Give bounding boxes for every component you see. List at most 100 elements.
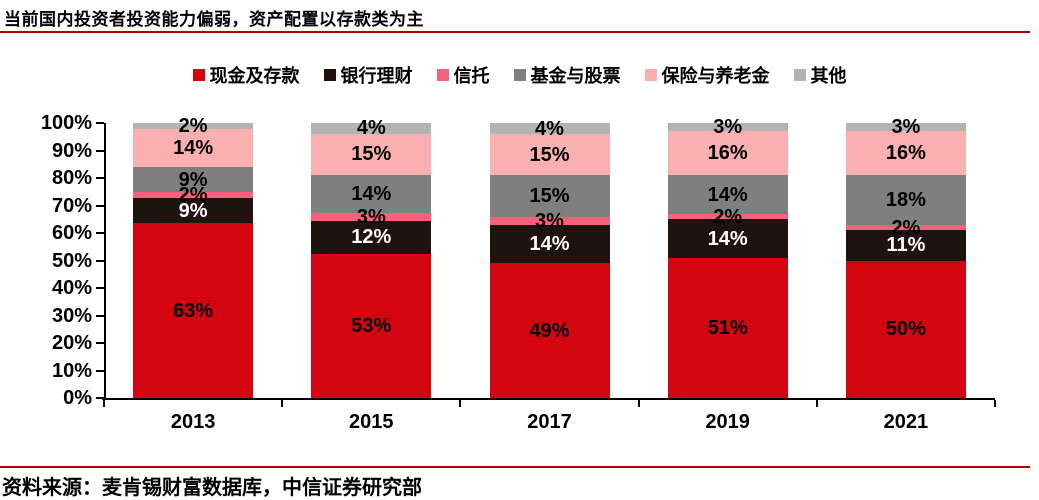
- legend-swatch-icon: [793, 69, 806, 81]
- bar-segment-label: 3%: [356, 205, 386, 228]
- bar-segment-label: 9%: [178, 168, 208, 191]
- title-divider: [0, 31, 1030, 33]
- bar-segment-label: 14%: [529, 233, 570, 255]
- bar-segment-label: 12%: [351, 226, 392, 249]
- bar-segment-label: 14%: [351, 182, 392, 205]
- bar-segment-现金及存款: [667, 257, 788, 398]
- legend-label: 银行理财: [340, 66, 413, 86]
- source-text: 资料来源：麦肯锡财富数据库，中信证券研究部: [2, 477, 422, 499]
- legend-label: 信托: [453, 66, 490, 86]
- bar-segment-现金及存款: [489, 263, 610, 398]
- bar-segment-基金与股票: [667, 175, 788, 214]
- bar-segment-label: 2%: [713, 205, 743, 228]
- y-axis-tick-label: 40%: [51, 277, 92, 299]
- x-axis-tick: [815, 400, 818, 407]
- bar-segment-保险与养老金: [133, 128, 254, 168]
- bar-segment-label: 9%: [178, 199, 208, 222]
- bar-segment-信托: [311, 212, 432, 221]
- bar-segment-保险与养老金: [489, 134, 610, 176]
- bar-segment-label: 3%: [891, 116, 921, 139]
- y-axis-tick: [96, 287, 104, 289]
- y-axis-tick: [96, 204, 104, 207]
- bar-segment-基金与股票: [133, 167, 254, 193]
- bar-segment-label: 53%: [351, 314, 392, 337]
- legend-label: 基金与股票: [530, 66, 621, 86]
- bar-segment-label: 15%: [529, 184, 570, 207]
- bar-segment-现金及存款: [133, 223, 254, 398]
- legend-item-3: 基金与股票: [513, 62, 621, 88]
- x-axis-tick: [637, 400, 640, 407]
- bar-segment-其他: [311, 123, 432, 134]
- bar-segment-label: 15%: [529, 143, 570, 166]
- bar-segment-label: 2%: [178, 184, 208, 207]
- x-category-label: 2013: [170, 411, 216, 433]
- legend-swatch-icon: [323, 69, 336, 81]
- x-axis-tick: [459, 400, 462, 407]
- y-axis-tick: [96, 397, 104, 399]
- legend-label: 保险与养老金: [661, 66, 770, 86]
- bar-segment-保险与养老金: [667, 131, 788, 176]
- legend-label: 其他: [810, 66, 847, 86]
- bar-segment-基金与股票: [489, 175, 610, 217]
- bar-segment-保险与养老金: [311, 133, 432, 175]
- bar-segment-信托: [133, 192, 254, 198]
- bar-segment-label: 15%: [351, 143, 392, 166]
- y-axis-tick-label: 100%: [40, 112, 92, 134]
- bar-segment-信托: [845, 224, 966, 231]
- legend-swatch-icon: [513, 69, 526, 81]
- bar-segment-其他: [845, 123, 966, 132]
- legend-item-4: 保险与养老金: [644, 62, 770, 88]
- bar-segment-label: 14%: [707, 227, 748, 250]
- bar-segment-现金及存款: [845, 260, 966, 398]
- bar-segment-银行理财: [311, 221, 432, 254]
- x-category-label: 2017: [527, 411, 572, 433]
- bar-segment-label: 3%: [535, 209, 564, 232]
- y-axis-tick-label: 10%: [51, 359, 92, 382]
- bar-segment-银行理财: [845, 230, 966, 261]
- plot-area: 0% 10% 20% 30% 40% 50% 60% 70% 80% 90% 100% 63% 9% 2%…: [41, 112, 996, 433]
- page-title: 当前国内投资者投资能力偏弱，资产配置以存款类为主: [4, 10, 424, 29]
- bar-segment-信托: [667, 213, 788, 220]
- bar-segment-银行理财: [667, 219, 788, 258]
- y-axis-tick-label: 20%: [51, 332, 92, 354]
- y-axis-tick: [96, 259, 104, 262]
- legend-label: 现金及存款: [209, 66, 300, 86]
- bar-segment-label: 11%: [886, 234, 926, 257]
- y-axis-tick: [96, 149, 104, 152]
- x-axis-tick: [103, 400, 105, 407]
- bar-segment-label: 16%: [885, 142, 926, 165]
- y-axis-tick: [96, 369, 104, 372]
- bar-segment-label: 2%: [891, 216, 921, 239]
- y-axis-tick-label: 50%: [51, 249, 92, 272]
- bar-segment-label: 50%: [885, 318, 926, 341]
- y-axis-tick-label: 60%: [51, 222, 92, 244]
- legend-item-1: 银行理财: [323, 62, 413, 88]
- legend-swatch-icon: [192, 69, 205, 81]
- bar-segment-其他: [489, 123, 610, 134]
- y-axis-tick-label: 0%: [63, 387, 92, 409]
- y-axis-line: [104, 123, 106, 400]
- bar-segment-label: 16%: [707, 142, 748, 165]
- y-axis-tick: [96, 177, 104, 179]
- bar-segment-label: 63%: [173, 299, 214, 322]
- bar-segment-基金与股票: [845, 175, 966, 225]
- bar-segment-银行理财: [489, 224, 610, 264]
- bar-segment-label: 14%: [173, 137, 214, 159]
- legend-item-2: 信托: [436, 62, 490, 88]
- bar-segment-其他: [133, 123, 254, 129]
- x-axis-line: [102, 398, 995, 400]
- y-axis-tick: [96, 232, 104, 234]
- y-axis-tick: [96, 314, 104, 317]
- y-axis-tick-label: 70%: [51, 194, 92, 217]
- bar-segment-label: 2%: [178, 114, 208, 137]
- bar-segment-信托: [489, 216, 610, 225]
- x-axis-tick: [994, 400, 996, 407]
- bar-segment-label: 18%: [885, 189, 926, 211]
- bar-segment-label: 49%: [529, 319, 570, 342]
- legend-swatch-icon: [436, 69, 449, 81]
- bar-segment-基金与股票: [311, 174, 432, 213]
- chart-legend: 现金及存款 银行理财 信托 基金与股票 保险与养老金 其他: [0, 62, 1039, 88]
- x-category-label: 2015: [349, 411, 394, 433]
- bar-segment-label: 4%: [535, 117, 564, 140]
